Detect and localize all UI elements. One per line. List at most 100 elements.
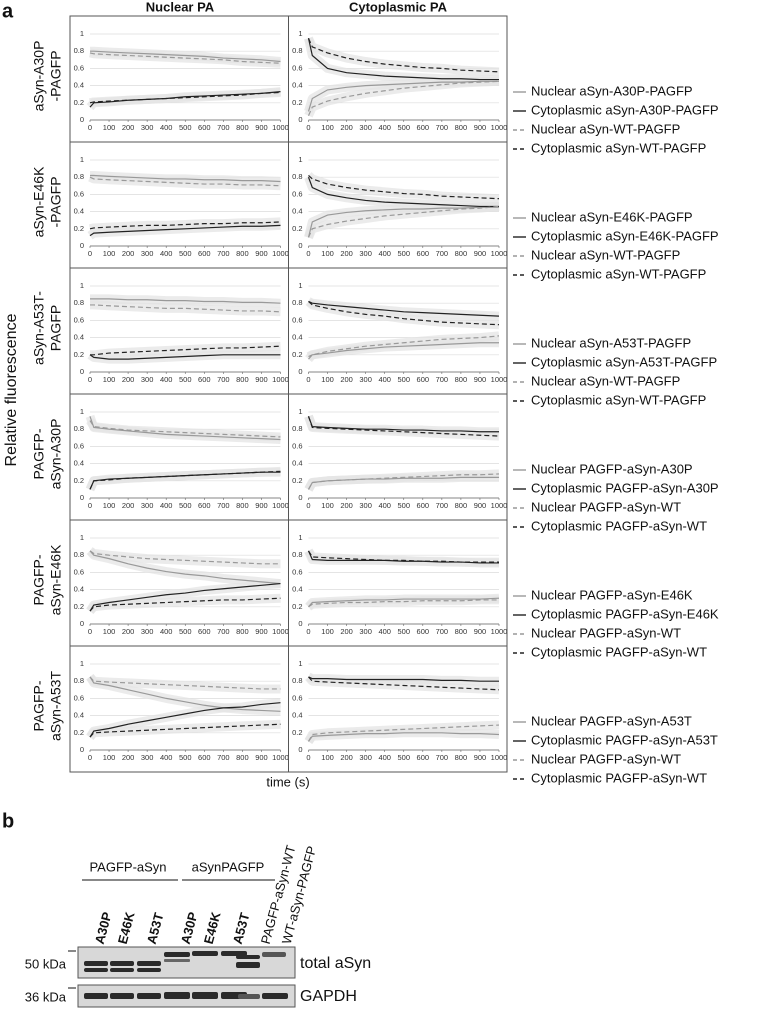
series-line: [89, 550, 281, 585]
y-tick-label: 0: [298, 367, 302, 376]
legend-label: Nuclear PAGFP-aSyn-A30P: [531, 461, 693, 476]
y-tick-label: 0.4: [74, 333, 84, 342]
x-tick-label: 600: [198, 249, 211, 258]
x-tick-label: 400: [160, 627, 173, 636]
x-tick-label: 700: [436, 501, 449, 510]
x-tick-label: 500: [179, 501, 192, 510]
x-tick-label: 800: [455, 375, 468, 384]
series-line: [308, 597, 500, 608]
x-tick-label: 400: [378, 375, 391, 384]
x-tick-label: 0: [88, 375, 92, 384]
legend-label: Cytoplasmic PAGFP-aSyn-E46K: [531, 606, 719, 621]
series-line: [307, 205, 500, 238]
x-tick-label: 100: [321, 123, 334, 132]
x-tick-label: 1000: [272, 627, 289, 636]
row-label: aSyn-E46K: [31, 166, 47, 237]
x-tick-label: 900: [474, 249, 487, 258]
row-label: aSyn-A30P: [48, 419, 64, 490]
series-line: [89, 224, 281, 237]
marker-label: 50 kDa: [25, 956, 67, 971]
blot-bands: [84, 951, 286, 972]
series-line: [89, 676, 281, 690]
y-tick-label: 0.6: [292, 315, 302, 324]
legend-label: Cytoplasmic aSyn-WT-PAGFP: [531, 266, 706, 281]
row-label: aSyn-A53T-: [31, 291, 47, 365]
x-tick-label: 900: [255, 123, 268, 132]
legend-label: Cytoplasmic aSyn-E46K-PAGFP: [531, 228, 719, 243]
series-line: [308, 732, 500, 742]
y-tick-label: 0.8: [292, 676, 302, 685]
x-tick-label: 900: [255, 249, 268, 258]
series-line: [90, 50, 281, 63]
series-line: [89, 723, 281, 738]
x-tick-label: 900: [255, 627, 268, 636]
column-header: Cytoplasmic PA: [349, 0, 448, 14]
series-line: [307, 38, 500, 73]
x-tick-label: 800: [236, 753, 249, 762]
y-tick-label: 0.2: [292, 728, 302, 737]
error-band: [85, 466, 281, 492]
series-line: [307, 38, 499, 81]
x-tick-label: 300: [141, 249, 154, 258]
y-tick-label: 1: [298, 155, 302, 164]
x-tick-label: 100: [103, 501, 116, 510]
x-tick-label: 600: [198, 501, 211, 510]
x-tick-label: 1000: [272, 753, 289, 762]
y-tick-label: 0.8: [292, 550, 302, 559]
series-line: [308, 342, 499, 358]
y-tick-label: 0.6: [292, 693, 302, 702]
x-tick-label: 200: [340, 627, 353, 636]
y-tick-label: 1: [80, 29, 84, 38]
legend-label: Cytoplasmic PAGFP-aSyn-A53T: [531, 732, 718, 747]
x-tick-label: 100: [103, 249, 116, 258]
x-tick-label: 200: [340, 249, 353, 258]
series-line: [308, 335, 500, 360]
x-tick-label: 500: [179, 249, 192, 258]
y-axis-label: Relative fluorescence: [3, 313, 20, 466]
x-tick-label: 900: [474, 753, 487, 762]
x-tick-label: 500: [397, 123, 410, 132]
y-tick-label: 0.2: [74, 98, 84, 107]
x-tick-label: 600: [198, 627, 211, 636]
x-tick-label: 600: [198, 123, 211, 132]
y-tick-label: 1: [80, 281, 84, 290]
x-tick-label: 0: [88, 627, 92, 636]
x-tick-label: 300: [359, 501, 372, 510]
row-label: aSyn-A53T: [48, 671, 64, 741]
x-tick-label: 200: [340, 375, 353, 384]
y-tick-label: 0.6: [292, 441, 302, 450]
y-tick-label: 1: [80, 155, 84, 164]
y-tick-label: 0: [80, 241, 84, 250]
x-tick-label: 1000: [272, 249, 289, 258]
y-tick-label: 0: [298, 619, 302, 628]
lane-label: A53T: [230, 911, 253, 946]
y-tick-label: 0.2: [74, 728, 84, 737]
x-tick-label: 0: [306, 627, 310, 636]
x-tick-label: 1000: [491, 123, 508, 132]
x-tick-label: 500: [397, 627, 410, 636]
y-tick-label: 0.8: [74, 676, 84, 685]
legend-label: Nuclear aSyn-WT-PAGFP: [531, 373, 680, 388]
x-tick-label: 400: [160, 375, 173, 384]
x-tick-label: 700: [217, 753, 230, 762]
y-tick-label: 0.2: [74, 224, 84, 233]
x-tick-label: 600: [198, 753, 211, 762]
series-line: [307, 80, 500, 116]
y-tick-label: 0.2: [292, 350, 302, 359]
y-tick-label: 0.4: [74, 81, 84, 90]
series-line: [307, 416, 500, 437]
y-tick-label: 1: [298, 659, 302, 668]
x-tick-label: 0: [88, 249, 92, 258]
x-tick-label: 500: [179, 375, 192, 384]
legend-label: Cytoplasmic aSyn-A30P-PAGFP: [531, 102, 719, 117]
legend-label: Nuclear PAGFP-aSyn-E46K: [531, 587, 693, 602]
x-tick-label: 500: [397, 375, 410, 384]
series-line: [308, 676, 499, 682]
lane-label: E46K: [115, 910, 138, 946]
x-tick-label: 400: [378, 249, 391, 258]
y-tick-label: 0.8: [292, 172, 302, 181]
x-tick-label: 800: [455, 249, 468, 258]
x-tick-label: 700: [436, 627, 449, 636]
row-label: PAGFP-: [31, 428, 47, 479]
x-tick-label: 200: [122, 123, 135, 132]
